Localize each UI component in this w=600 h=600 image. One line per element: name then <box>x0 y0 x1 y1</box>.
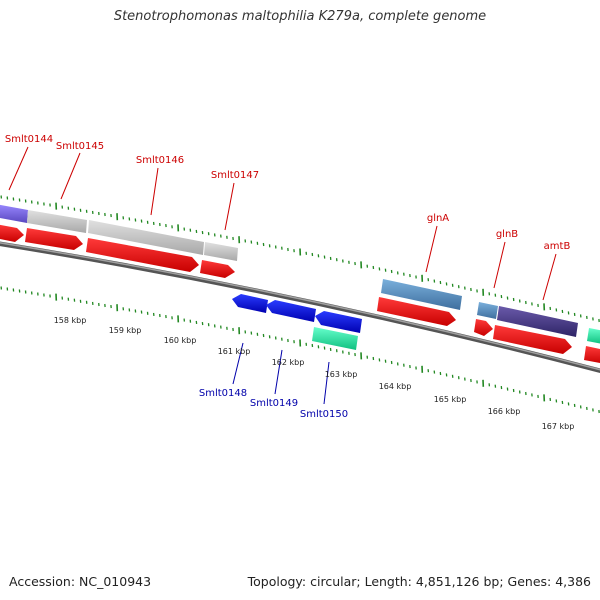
cds-arrow <box>493 325 572 354</box>
gene-label-smlt0144[interactable]: Smlt0144 <box>5 134 53 145</box>
gene-block-smlt0146[interactable] <box>88 220 204 255</box>
callout-line <box>60 152 81 200</box>
accession-footer: Accession: NC_010943 <box>9 574 152 589</box>
gene-block-smlt0145[interactable] <box>27 210 87 233</box>
cds-arrow <box>0 224 24 242</box>
cds-arrow <box>86 238 199 272</box>
callout-lines <box>8 146 557 405</box>
gene-label-amtb[interactable]: amtB <box>544 241 571 252</box>
gene-block-smlt0147[interactable] <box>204 242 238 261</box>
ruler-label: 167 kbp <box>542 422 575 431</box>
gene-label-glna[interactable]: glnA <box>427 213 449 224</box>
cds-arrow <box>266 300 316 322</box>
forward-gene-labels: Smlt0144 Smlt0145 Smlt0146 Smlt0147 glnA… <box>5 134 571 252</box>
outer-tick-row <box>0 195 600 323</box>
gene-label-smlt0148[interactable]: Smlt0148 <box>199 388 247 399</box>
callout-line <box>425 225 438 273</box>
genome-backbone <box>0 241 600 374</box>
callout-line <box>8 146 29 191</box>
ruler-label: 158 kbp <box>54 316 87 325</box>
callout-line <box>323 361 330 405</box>
cds-block-smlt0150 <box>312 327 358 350</box>
genome-backbone-highlight <box>0 242 600 371</box>
genome-summary-footer: Topology: circular; Length: 4,851,126 bp… <box>247 574 591 589</box>
gene-block-amtb[interactable] <box>497 306 578 337</box>
callout-line <box>542 253 557 301</box>
ruler-label: 163 kbp <box>325 370 358 379</box>
callout-line <box>493 241 506 289</box>
cds-arrow <box>315 311 362 333</box>
cds-arrow <box>377 297 456 326</box>
cds-arrow <box>200 260 235 278</box>
cds-track-reverse <box>232 294 362 350</box>
gene-label-smlt0147[interactable]: Smlt0147 <box>211 170 259 181</box>
reverse-gene-labels: Smlt0148 Smlt0149 Smlt0150 <box>199 388 348 420</box>
ruler-label: 164 kbp <box>379 382 412 391</box>
ruler-label: 165 kbp <box>434 395 467 404</box>
ruler-label: 166 kbp <box>488 407 521 416</box>
gene-block-next <box>587 328 600 344</box>
cds-arrow <box>584 346 600 364</box>
gene-block-smlt0144[interactable] <box>0 204 28 223</box>
gene-label-smlt0150[interactable]: Smlt0150 <box>300 409 348 420</box>
map-title: Stenotrophomonas maltophilia K279a, comp… <box>113 9 487 24</box>
cds-arrow <box>232 294 268 313</box>
callout-line <box>150 167 159 216</box>
callout-line <box>224 182 235 231</box>
ruler-label: 161 kbp <box>218 347 251 356</box>
inner-tick-row <box>0 286 600 414</box>
ruler-label: 159 kbp <box>109 326 142 335</box>
gene-block-glna[interactable] <box>381 279 462 310</box>
callout-line <box>232 342 244 385</box>
gene-label-smlt0146[interactable]: Smlt0146 <box>136 155 184 166</box>
gene-label-smlt0149[interactable]: Smlt0149 <box>250 398 298 409</box>
gene-label-glnb[interactable]: glnB <box>496 229 518 240</box>
ruler-label: 160 kbp <box>164 336 197 345</box>
gene-track-top <box>0 204 600 344</box>
cds-track-forward <box>0 224 600 364</box>
ruler-label: 162 kbp <box>272 358 305 367</box>
cds-arrow <box>474 319 493 336</box>
ruler-labels: 158 kbp 159 kbp 160 kbp 161 kbp 162 kbp … <box>54 316 575 431</box>
callout-line <box>274 349 283 395</box>
gene-block-glnb[interactable] <box>477 302 498 319</box>
cds-arrow <box>25 228 83 250</box>
gene-label-smlt0145[interactable]: Smlt0145 <box>56 141 104 152</box>
